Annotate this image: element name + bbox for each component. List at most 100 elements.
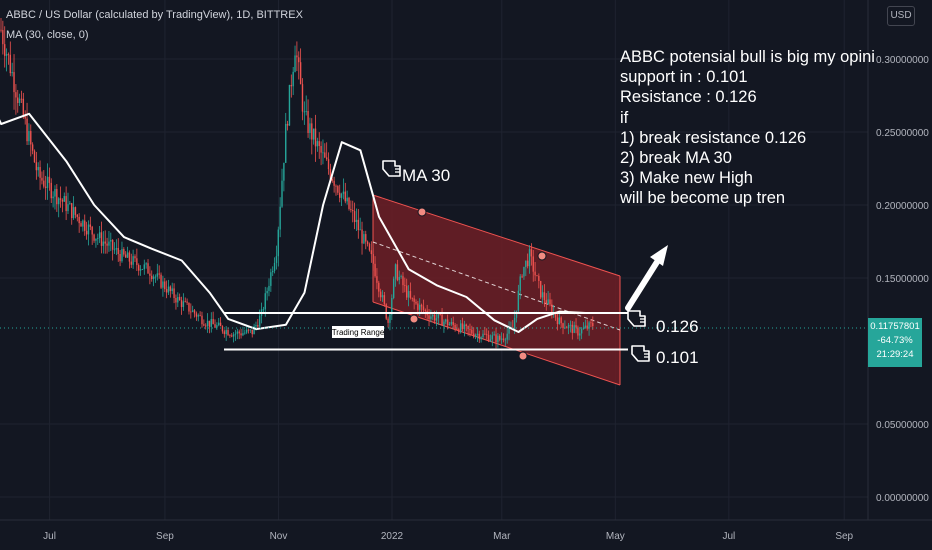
candle-body	[28, 131, 30, 142]
candle-body	[350, 208, 352, 210]
candle-body	[76, 214, 79, 217]
time-tick-label: Sep	[835, 531, 853, 542]
candle-body	[253, 326, 255, 335]
candle-body	[219, 322, 222, 327]
candle-body	[352, 209, 354, 212]
candle-body	[433, 314, 436, 321]
candle-body	[145, 263, 147, 265]
candle-body	[465, 324, 467, 326]
pivot-marker	[417, 207, 427, 217]
candle-body	[190, 311, 192, 313]
candle-body	[123, 249, 125, 255]
candle-body	[515, 310, 518, 318]
candle-body	[502, 338, 505, 340]
note-line: 2) break MA 30	[620, 148, 732, 167]
candle-body	[50, 182, 52, 199]
candle-body	[124, 254, 127, 258]
candle-body	[221, 326, 224, 332]
candle-body	[283, 162, 285, 181]
candle-body	[500, 338, 503, 340]
candle-body	[48, 176, 51, 183]
candle-body	[463, 324, 466, 330]
candle-body	[212, 319, 214, 325]
candle-body	[186, 301, 188, 303]
candle-body	[586, 325, 588, 329]
price-axis[interactable]: 0.30000000 0.25000000 0.20000000 0.15000000…	[876, 55, 929, 504]
candle-body	[69, 203, 71, 205]
candle-body	[391, 297, 393, 315]
candle-body	[461, 323, 464, 330]
candle-body	[119, 253, 121, 262]
candle-body	[44, 186, 47, 188]
channel-top-line[interactable]	[372, 194, 621, 277]
candle-body	[588, 322, 590, 329]
candle-body	[374, 263, 376, 277]
candle-body	[197, 315, 199, 317]
candle-body	[489, 339, 492, 342]
candle-body	[106, 243, 108, 246]
candle-body	[225, 330, 227, 335]
candle-body	[177, 297, 179, 303]
candle-body	[567, 325, 570, 328]
candle-body	[491, 335, 494, 340]
note-line: Resistance : 0.126	[620, 88, 757, 107]
ma-30-line[interactable]	[0, 44, 587, 333]
resistance-label: 0.126	[656, 317, 699, 336]
candle-body	[562, 323, 564, 328]
up-arrow-icon[interactable]	[625, 245, 668, 311]
candle-body	[57, 198, 60, 205]
candle-body	[11, 72, 13, 74]
currency-button[interactable]: USD	[887, 6, 915, 26]
candle-body	[582, 327, 585, 329]
candle-body	[298, 57, 300, 63]
candle-body	[549, 299, 551, 305]
candle-body	[484, 333, 486, 335]
candle-body	[93, 234, 95, 241]
candle-body	[355, 219, 358, 223]
candle-body	[134, 256, 136, 259]
candle-body	[325, 157, 328, 160]
candle-body	[294, 55, 296, 72]
candle-body	[499, 335, 501, 340]
ma-indicator-legend[interactable]: MA (30, close, 0)	[6, 29, 89, 41]
candle-body	[407, 291, 410, 298]
last-price-badge: 0.11757801 -64.73% 21:29:24	[868, 318, 922, 367]
candle-body	[314, 128, 317, 147]
price-change: -64.73%	[877, 335, 913, 346]
candle-body	[238, 331, 240, 334]
candle-body	[199, 315, 201, 317]
note-line: ABBC potensial bull is big my opini	[620, 48, 875, 66]
candle-body	[366, 241, 369, 245]
candle-body	[376, 276, 378, 283]
price-tick-label: 0.15000000	[876, 274, 929, 285]
candle-body	[312, 128, 315, 140]
candle-body	[335, 185, 337, 187]
candle-body	[247, 329, 250, 331]
candle-body	[264, 293, 266, 310]
candle-body	[249, 329, 252, 331]
candle-body	[205, 325, 207, 327]
candle-body	[244, 332, 246, 334]
candle-body	[121, 249, 123, 262]
candle-body	[272, 270, 274, 273]
note-line: will be become up tren	[620, 189, 786, 208]
candle-body	[309, 123, 311, 133]
channel-fill	[373, 195, 620, 385]
candle-body	[357, 219, 360, 231]
candle-body	[539, 281, 542, 298]
candle-body	[143, 264, 145, 270]
candle-body	[33, 150, 36, 163]
time-axis[interactable]: Jul Sep Nov 2022 Mar May Jul Sep	[43, 531, 853, 542]
candle-body	[389, 314, 391, 323]
candle-body	[31, 144, 34, 151]
symbol-title: ABBC / US Dollar (calculated by TradingV…	[6, 9, 303, 21]
candle-body	[97, 238, 99, 239]
candle-body	[214, 324, 216, 328]
svg-text:Trading Range: Trading Range	[332, 328, 385, 337]
candle-body	[108, 241, 110, 246]
candle-body	[270, 272, 272, 286]
candle-body	[255, 325, 257, 327]
candle-body	[208, 320, 211, 327]
candle-body	[98, 232, 101, 239]
